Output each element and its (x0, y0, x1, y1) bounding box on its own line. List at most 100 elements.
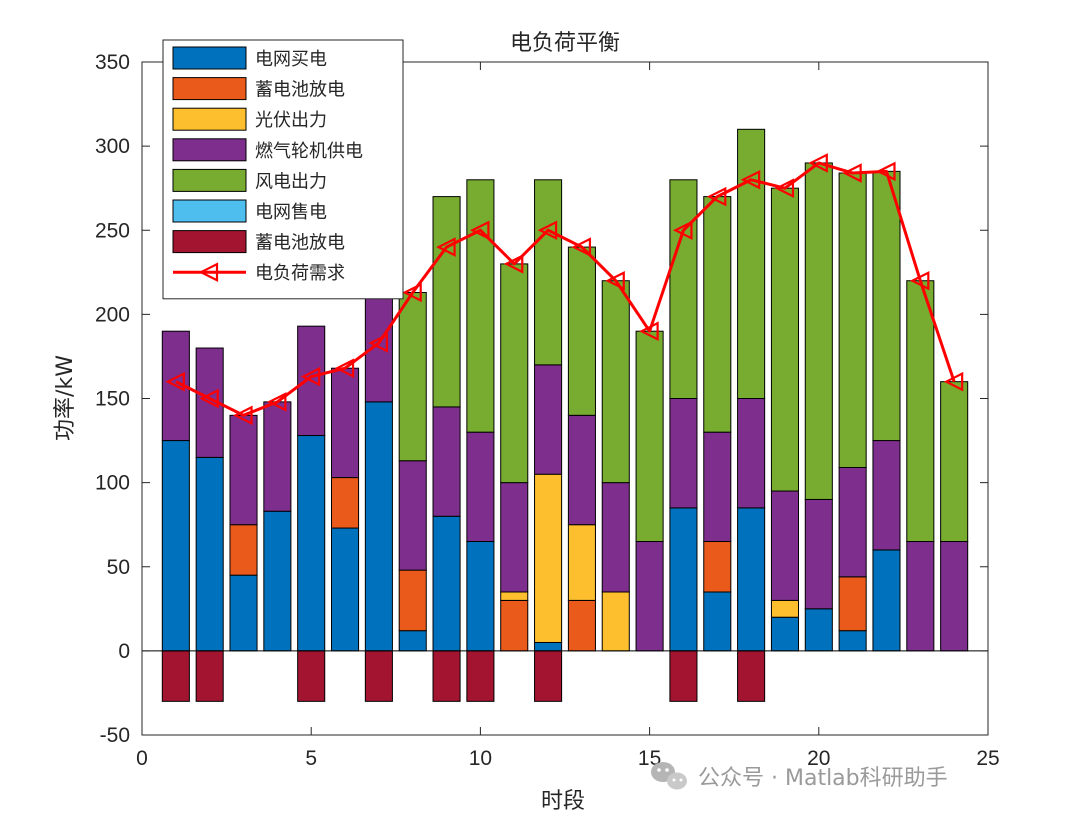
y-tick-label: 350 (95, 51, 130, 74)
watermark-text: 公众号 · Matlab科研助手 (698, 766, 948, 791)
demand-point (842, 163, 862, 183)
bar-segment (838, 172, 867, 468)
bar-segment (669, 650, 698, 702)
demand-point (469, 220, 490, 241)
wechat-icon (651, 762, 687, 790)
line-layer (165, 153, 964, 426)
bar-segment (331, 367, 360, 479)
bar-segment (567, 246, 596, 416)
bar-segment (466, 179, 495, 433)
bar-segment (466, 431, 495, 543)
demand-point (199, 388, 219, 409)
bar-segment (195, 456, 224, 652)
bar-segment (838, 630, 867, 652)
bar-segment (669, 507, 698, 652)
bar-segment (398, 292, 427, 462)
bar-segment (737, 128, 766, 400)
legend-label: 光伏出力 (255, 110, 327, 131)
y-tick-label: 300 (95, 135, 130, 158)
y-tick-label: 100 (95, 472, 130, 495)
bar-segment (567, 524, 596, 601)
bar-segment (161, 440, 190, 652)
legend-swatch (172, 138, 247, 162)
demand-point (774, 178, 795, 198)
x-tick-label: 25 (976, 747, 999, 770)
axes (141, 61, 989, 736)
legend-swatch (172, 46, 247, 70)
x-tick-label: 10 (469, 747, 492, 770)
bar-segment (195, 650, 224, 702)
legend-label: 风电出力 (255, 171, 327, 192)
y-tick-labels: -50 0 50 100 150 200 250 300 350 (95, 51, 130, 747)
demand-point (639, 321, 659, 341)
bar-segment (906, 541, 935, 652)
chart-title: 电负荷平衡 (510, 31, 620, 56)
y-tick-label: 0 (118, 640, 130, 663)
bar-segment (432, 406, 461, 517)
demand-line (175, 161, 956, 417)
y-tick-label: 150 (95, 388, 130, 411)
x-tick-label: 20 (807, 747, 830, 770)
bar-segment (940, 381, 969, 543)
bar-segment (703, 591, 732, 652)
bar-segment (466, 541, 495, 652)
y-tick-label: 250 (95, 219, 130, 242)
bar-segment (534, 364, 563, 475)
bar-segment (229, 524, 258, 576)
demand-point (300, 366, 321, 387)
legend-line-marker (198, 262, 219, 282)
demand-point (740, 169, 761, 190)
demand-point (605, 270, 625, 291)
x-tick-labels: 0 5 10 15 20 25 (136, 747, 1000, 770)
x-tick-label: 0 (136, 747, 148, 770)
bar-segment (737, 398, 766, 509)
demand-point (266, 392, 287, 412)
demand-point (334, 358, 355, 378)
demand-point (436, 237, 456, 257)
bar-segment (500, 599, 529, 652)
demand-point (909, 270, 930, 291)
bar-segment (229, 574, 258, 652)
y-tick-label: -50 (100, 724, 130, 747)
x-axis-label: 时段 (541, 789, 585, 814)
bar-segment (500, 263, 529, 484)
demand-point (233, 405, 253, 426)
bar-segment (297, 650, 326, 702)
demand-point (402, 282, 422, 303)
bar-segment (331, 527, 360, 652)
watermark: 公众号 · Matlab科研助手 (651, 762, 948, 791)
bar-segment (703, 196, 732, 433)
legend-swatch (172, 107, 247, 131)
bar-segment (567, 414, 596, 526)
bar-segment (703, 541, 732, 593)
bar-segment (601, 482, 630, 593)
bar-segment (534, 650, 563, 702)
demand-point (876, 161, 896, 182)
bar-segment (770, 187, 799, 492)
legend-label: 电网售电 (255, 202, 327, 223)
legend-label: 蓄电池放电 (255, 80, 345, 101)
demand-point (368, 333, 388, 353)
demand-point (706, 186, 727, 207)
bar-segment (838, 466, 867, 578)
demand-point (808, 153, 828, 173)
bar-segment (263, 510, 292, 652)
demand-point (943, 371, 964, 392)
y-axis-label: 功率/kW (53, 355, 78, 441)
bar-segment (703, 431, 732, 543)
legend-swatch (172, 168, 247, 192)
bar-segment (297, 435, 326, 652)
bar-segment (161, 650, 190, 702)
bar-segment (432, 515, 461, 652)
bar-segment (534, 641, 563, 652)
bar-segment (838, 576, 867, 632)
bar-segment (872, 440, 901, 551)
bar-segment (331, 477, 360, 529)
bar-segment (635, 541, 664, 652)
legend-label: 燃气轮机供电 (255, 141, 363, 162)
demand-point (165, 371, 185, 392)
bar-segment (737, 650, 766, 702)
bar-segment (601, 280, 630, 484)
